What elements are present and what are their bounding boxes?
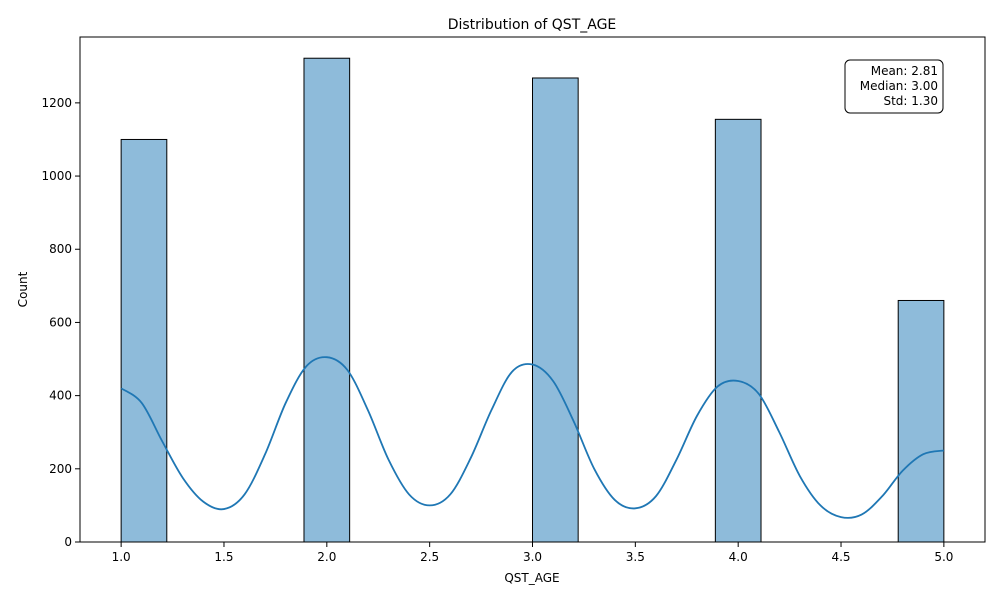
histogram-bars [120, 57, 945, 543]
stats-mean: Mean: 2.81 [871, 64, 938, 78]
y-axis-ticks: 0 200 400 600 800 1000 1200 [41, 96, 80, 549]
x-tick-label-1: 1.5 [214, 550, 233, 564]
y-tick-label-4: 800 [49, 242, 72, 256]
stats-median: Median: 3.00 [860, 79, 938, 93]
x-tick-label-3: 2.5 [420, 550, 439, 564]
histogram-bar-3 [532, 77, 579, 543]
x-axis-ticks: 1.0 1.5 2.0 2.5 3.0 3.5 4.0 4.5 5.0 [112, 542, 953, 564]
x-tick-label-6: 4.0 [729, 550, 748, 564]
x-tick-label-0: 1.0 [112, 550, 131, 564]
y-tick-label-0: 0 [64, 535, 72, 549]
y-axis-title: Count [16, 271, 30, 307]
kde-curve [120, 356, 945, 519]
histogram-bar-1 [120, 138, 168, 543]
y-tick-label-1: 200 [49, 462, 72, 476]
y-tick-label-5: 1000 [41, 169, 72, 183]
stats-box-border [844, 59, 944, 114]
y-tick-label-6: 1200 [41, 96, 72, 110]
x-axis-title: QST_AGE [504, 571, 559, 585]
x-tick-label-8: 5.0 [934, 550, 953, 564]
x-tick-label-4: 3.0 [523, 550, 542, 564]
y-tick-label-2: 400 [49, 389, 72, 403]
x-tick-label-2: 2.0 [317, 550, 336, 564]
x-tick-label-7: 4.5 [831, 550, 850, 564]
chart-title: Distribution of QST_AGE [448, 17, 617, 33]
y-tick-label-3: 600 [49, 315, 72, 329]
stats-std: Std: 1.30 [883, 94, 938, 108]
histogram-bar-5 [897, 299, 945, 543]
histogram-bar-2 [303, 57, 351, 543]
histogram-bar-4 [714, 118, 762, 543]
stats-box: Mean: 2.81 Median: 3.00 Std: 1.30 [844, 59, 944, 114]
x-tick-label-5: 3.5 [626, 550, 645, 564]
